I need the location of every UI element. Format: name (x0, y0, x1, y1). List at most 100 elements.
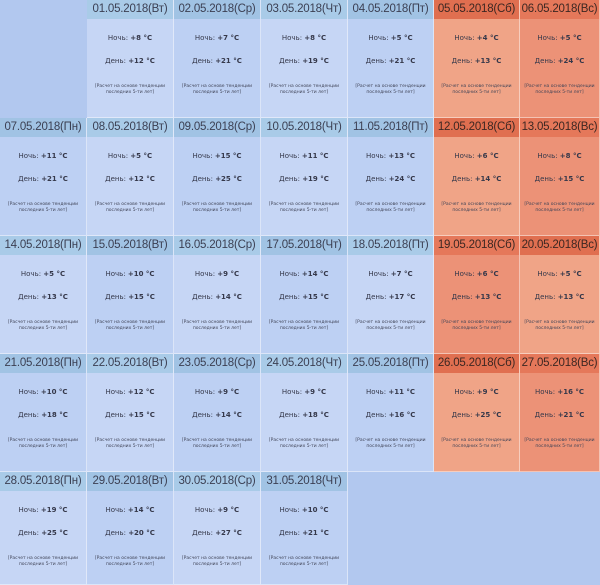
date-header: 12.05.2018(Сб) (434, 118, 519, 137)
day-cell-04: 04.05.2018(Пт) Ночь: +5 °C День: +21 °C [Ра… (348, 0, 434, 118)
night-temp: Ночь: +4 °C (454, 34, 499, 42)
day-temp: День: +14 °C (192, 411, 242, 419)
empty-cell (348, 472, 434, 585)
forecast-note: [Расчет на основе тенденции последних 5-… (355, 84, 426, 95)
forecast-note: [Расчет на основе тенденции последних 5-… (7, 556, 79, 567)
night-temp: Ночь: +5 °C (537, 270, 582, 278)
night-temp: Ночь: +11 °C (279, 152, 329, 160)
day-cell-11: 11.05.2018(Пт) Ночь: +13 °C День: +24 °C [Р… (348, 118, 434, 236)
day-cell-06: 06.05.2018(Вс) Ночь: +5 °C День: +24 °C [Ра… (520, 0, 600, 118)
date-header: 17.05.2018(Чт) (261, 236, 347, 255)
night-temp: Ночь: +10 °C (279, 506, 329, 514)
night-temp: Ночь: +10 °C (105, 270, 155, 278)
day-cell-21: 21.05.2018(Пн) Ночь: +10 °C День: +18 °C [Р… (0, 354, 87, 472)
forecast-note: [Расчет на основе тенденции последних 5-… (181, 320, 253, 331)
night-temp: Ночь: +8 °C (537, 152, 582, 160)
night-temp: Ночь: +9 °C (281, 388, 327, 396)
forecast-note: [Расчет на основе тенденции последних 5-… (7, 202, 79, 213)
date-header: 11.05.2018(Пт) (348, 118, 433, 137)
day-temp: День: +18 °C (18, 411, 68, 419)
day-temp: День: +15 °C (534, 175, 585, 183)
date-header: 13.05.2018(Вс) (520, 118, 599, 137)
date-header: 07.05.2018(Пн) (0, 118, 86, 137)
night-temp: Ночь: +15 °C (192, 152, 242, 160)
forecast-note: [Расчет на основе тенденции последних 5-… (268, 320, 340, 331)
day-cell-08: 08.05.2018(Вт) Ночь: +5 °C День: +12 °C [Ра… (87, 118, 174, 236)
day-cell-07: 07.05.2018(Пн) Ночь: +11 °C День: +21 °C [Р… (0, 118, 87, 236)
day-cell-12: 12.05.2018(Сб) Ночь: +6 °C День: +14 °C [Ра… (434, 118, 520, 236)
forecast-note: [Расчет на основе тенденции последних 5-… (524, 320, 595, 331)
day-temp: День: +25 °C (192, 175, 242, 183)
forecast-note: [Расчет на основе тенденции последних 5-… (181, 438, 253, 449)
date-header: 19.05.2018(Сб) (434, 236, 519, 255)
forecast-note: [Расчет на основе тенденции последних 5-… (268, 438, 340, 449)
day-cell-16: 16.05.2018(Ср) Ночь: +9 °C День: +14 °C [Ра… (174, 236, 261, 354)
date-header: 04.05.2018(Пт) (348, 0, 433, 19)
empty-cell (520, 472, 600, 585)
day-temp: День: +15 °C (279, 293, 329, 301)
night-temp: Ночь: +12 °C (105, 388, 155, 396)
day-cell-25: 25.05.2018(Пт) Ночь: +11 °C День: +16 °C [Р… (348, 354, 434, 472)
date-header: 22.05.2018(Вт) (87, 354, 173, 373)
day-temp: День: +13 °C (451, 293, 502, 301)
date-header: 06.05.2018(Вс) (520, 0, 599, 19)
day-temp: День: +15 °C (105, 411, 155, 419)
day-cell-26: 26.05.2018(Сб) Ночь: +9 °C День: +25 °C [Ра… (434, 354, 520, 472)
day-cell-13: 13.05.2018(Вс) Ночь: +8 °C День: +15 °C [Ра… (520, 118, 600, 236)
date-header: 26.05.2018(Сб) (434, 354, 519, 373)
date-header: 30.05.2018(Ср) (174, 472, 260, 491)
forecast-note: [Расчет на основе тенденции последних 5-… (7, 438, 79, 449)
day-temp: День: +19 °C (279, 57, 329, 65)
day-temp: День: +25 °C (451, 411, 502, 419)
forecast-note: [Расчет на основе тенденции последних 5-… (441, 202, 512, 213)
forecast-note: [Расчет на основе тенденции последних 5-… (7, 320, 79, 331)
date-header: 02.05.2018(Ср) (174, 0, 260, 19)
day-temp: День: +16 °C (365, 411, 416, 419)
date-header: 23.05.2018(Ср) (174, 354, 260, 373)
forecast-note: [Расчет на основе тенденции последних 5-… (94, 320, 166, 331)
date-header: 18.05.2018(Пт) (348, 236, 433, 255)
date-header: 09.05.2018(Ср) (174, 118, 260, 137)
day-cell-30: 30.05.2018(Ср) Ночь: +9 °C День: +27 °C [Ра… (174, 472, 261, 585)
day-cell-02: 02.05.2018(Ср) Ночь: +7 °C День: +21 °C [Ра… (174, 0, 261, 118)
date-header: 15.05.2018(Вт) (87, 236, 173, 255)
night-temp: Ночь: +6 °C (454, 270, 499, 278)
night-temp: Ночь: +5 °C (107, 152, 153, 160)
day-cell-31: 31.05.2018(Чт) Ночь: +10 °C День: +21 °C [Р… (261, 472, 348, 585)
day-temp: День: +20 °C (105, 529, 155, 537)
date-header: 16.05.2018(Ср) (174, 236, 260, 255)
day-temp: День: +21 °C (279, 529, 329, 537)
day-temp: День: +24 °C (365, 175, 416, 183)
day-temp: День: +21 °C (18, 175, 68, 183)
empty-cell (434, 472, 520, 585)
day-cell-03: 03.05.2018(Чт) Ночь: +8 °C День: +19 °C [Ра… (261, 0, 348, 118)
day-cell-24: 24.05.2018(Чт) Ночь: +9 °C День: +18 °C [Ра… (261, 354, 348, 472)
day-temp: День: +21 °C (365, 57, 416, 65)
forecast-note: [Расчет на основе тенденции последних 5-… (441, 438, 512, 449)
night-temp: Ночь: +14 °C (279, 270, 329, 278)
forecast-note: [Расчет на основе тенденции последних 5-… (181, 84, 253, 95)
day-temp: День: +21 °C (192, 57, 242, 65)
day-cell-28: 28.05.2018(Пн) Ночь: +19 °C День: +25 °C [Р… (0, 472, 87, 585)
date-header: 21.05.2018(Пн) (0, 354, 86, 373)
date-header: 01.05.2018(Вт) (87, 0, 173, 19)
night-temp: Ночь: +9 °C (194, 506, 240, 514)
day-temp: День: +15 °C (105, 293, 155, 301)
forecast-note: [Расчет на основе тенденции последних 5-… (94, 438, 166, 449)
forecast-note: [Расчет на основе тенденции последних 5-… (355, 438, 426, 449)
day-temp: День: +13 °C (534, 293, 585, 301)
day-cell-22: 22.05.2018(Вт) Ночь: +12 °C День: +15 °C [Р… (87, 354, 174, 472)
forecast-note: [Расчет на основе тенденции последних 5-… (94, 202, 166, 213)
forecast-note: [Расчет на основе тенденции последних 5-… (268, 84, 340, 95)
date-header: 27.05.2018(Вс) (520, 354, 599, 373)
day-cell-27: 27.05.2018(Вс) Ночь: +16 °C День: +21 °C [Р… (520, 354, 600, 472)
night-temp: Ночь: +11 °C (365, 388, 416, 396)
date-header: 10.05.2018(Чт) (261, 118, 347, 137)
day-cell-15: 15.05.2018(Вт) Ночь: +10 °C День: +15 °C [Р… (87, 236, 174, 354)
date-header: 05.05.2018(Сб) (434, 0, 519, 19)
night-temp: Ночь: +9 °C (194, 388, 240, 396)
day-cell-01: 01.05.2018(Вт) Ночь: +8 °C День: +12 °C [Ра… (87, 0, 174, 118)
night-temp: Ночь: +11 °C (18, 152, 68, 160)
night-temp: Ночь: +9 °C (454, 388, 499, 396)
date-header: 31.05.2018(Чт) (261, 472, 347, 491)
